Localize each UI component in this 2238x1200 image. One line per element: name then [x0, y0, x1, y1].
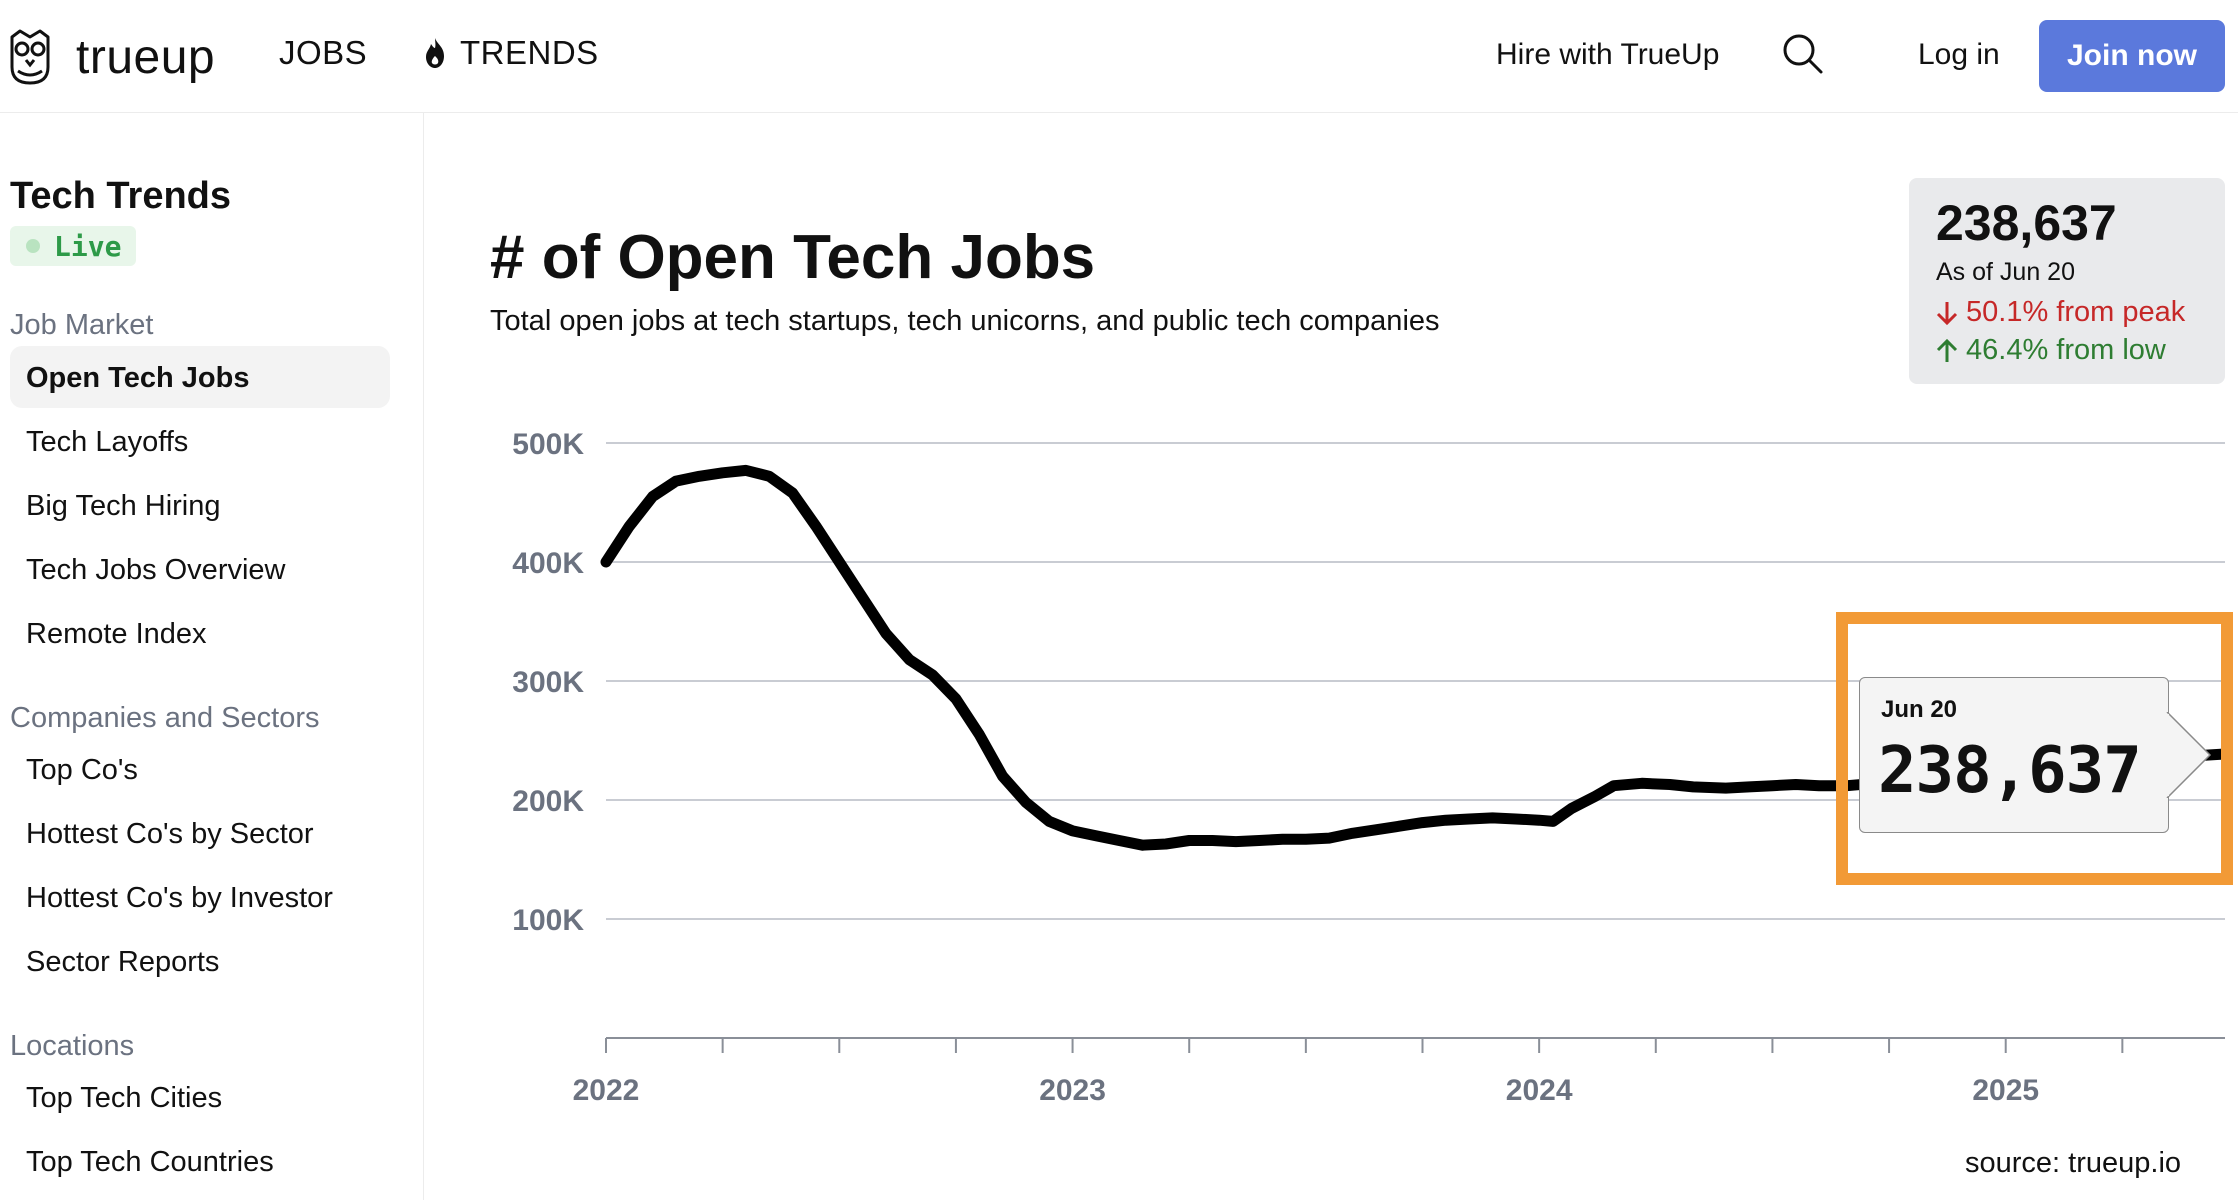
y-tick-label: 500K — [512, 428, 584, 461]
live-dot-icon — [26, 239, 40, 253]
source-credit: source: trueup.io — [1965, 1147, 2182, 1179]
live-badge-label: Live — [54, 229, 122, 263]
fire-icon — [426, 38, 444, 68]
search-icon[interactable] — [1782, 33, 1824, 75]
y-tick-label: 100K — [512, 904, 584, 937]
nav-trends-link[interactable]: TRENDS — [420, 34, 599, 72]
sidebar-item-tech-layoffs[interactable]: Tech Layoffs — [26, 426, 189, 458]
x-tick-label: 2025 — [1972, 1074, 2039, 1107]
x-tick-label: 2023 — [1039, 1074, 1106, 1107]
sidebar-active-highlight — [10, 346, 390, 408]
tooltip-date: Jun 20 — [1881, 696, 1958, 723]
login-link[interactable]: Log in — [1918, 38, 2000, 71]
sidebar: Tech Trends Live Job Market Open Tech Jo… — [0, 113, 424, 1200]
join-now-button[interactable]: Join now — [2039, 20, 2225, 92]
sidebar-item-top-tech-cities[interactable]: Top Tech Cities — [26, 1082, 223, 1114]
sidebar-item-big-tech-hiring[interactable]: Big Tech Hiring — [26, 490, 221, 522]
stat-as-of: As of Jun 20 — [1936, 258, 2075, 286]
page-subtitle: Total open jobs at tech startups, tech u… — [490, 305, 1440, 337]
highlight-box — [1836, 612, 2233, 885]
y-tick-label: 300K — [512, 666, 584, 699]
sidebar-item-hottest-by-sector[interactable]: Hottest Co's by Sector — [26, 818, 314, 850]
stat-from-peak: 50.1% from peak — [1936, 296, 2185, 329]
tooltip-pointer — [2166, 712, 2212, 798]
x-tick-label: 2024 — [1506, 1074, 1573, 1107]
y-tick-label: 200K — [512, 785, 584, 818]
tooltip-value: 238,637 — [1878, 734, 2142, 808]
stat-from-peak-text: 50.1% from peak — [1966, 296, 2186, 328]
sidebar-title: Tech Trends — [10, 175, 232, 217]
sidebar-item-sector-reports[interactable]: Sector Reports — [26, 946, 220, 978]
sidebar-item-top-cos[interactable]: Top Co's — [26, 754, 138, 786]
arrow-up-icon — [1936, 338, 1958, 362]
x-tick-label: 2022 — [573, 1074, 640, 1107]
owl-logo-icon — [10, 29, 50, 85]
stat-summary-card: 238,637 As of Jun 20 50.1% from peak 46.… — [1909, 178, 2225, 384]
stat-current-value: 238,637 — [1936, 195, 2117, 251]
top-nav: trueup JOBS TRENDS Hire with TrueUp Log … — [0, 0, 2238, 113]
hire-link[interactable]: Hire with TrueUp — [1496, 38, 1720, 71]
brand-name: trueup — [76, 30, 216, 84]
stat-from-low: 46.4% from low — [1936, 334, 2166, 367]
sidebar-item-open-tech-jobs[interactable]: Open Tech Jobs — [26, 362, 250, 394]
arrow-down-icon — [1936, 301, 1958, 325]
sidebar-item-top-tech-countries[interactable]: Top Tech Countries — [26, 1146, 274, 1178]
section-heading-job-market: Job Market — [10, 309, 154, 341]
live-badge: Live — [10, 226, 136, 266]
section-heading-locations: Locations — [10, 1030, 135, 1062]
sidebar-item-tech-jobs-overview[interactable]: Tech Jobs Overview — [26, 554, 286, 586]
sidebar-item-remote-index[interactable]: Remote Index — [26, 618, 207, 650]
sidebar-item-hottest-by-investor[interactable]: Hottest Co's by Investor — [26, 882, 333, 914]
y-tick-label: 400K — [512, 547, 584, 580]
nav-trends-label: TRENDS — [460, 34, 599, 71]
nav-jobs-link[interactable]: JOBS — [279, 34, 368, 71]
series-line — [600, 464, 2231, 851]
brand-logo[interactable]: trueup — [6, 22, 215, 92]
stat-from-low-text: 46.4% from low — [1966, 334, 2166, 366]
section-heading-companies: Companies and Sectors — [10, 702, 320, 734]
page-title: # of Open Tech Jobs — [490, 223, 1096, 292]
